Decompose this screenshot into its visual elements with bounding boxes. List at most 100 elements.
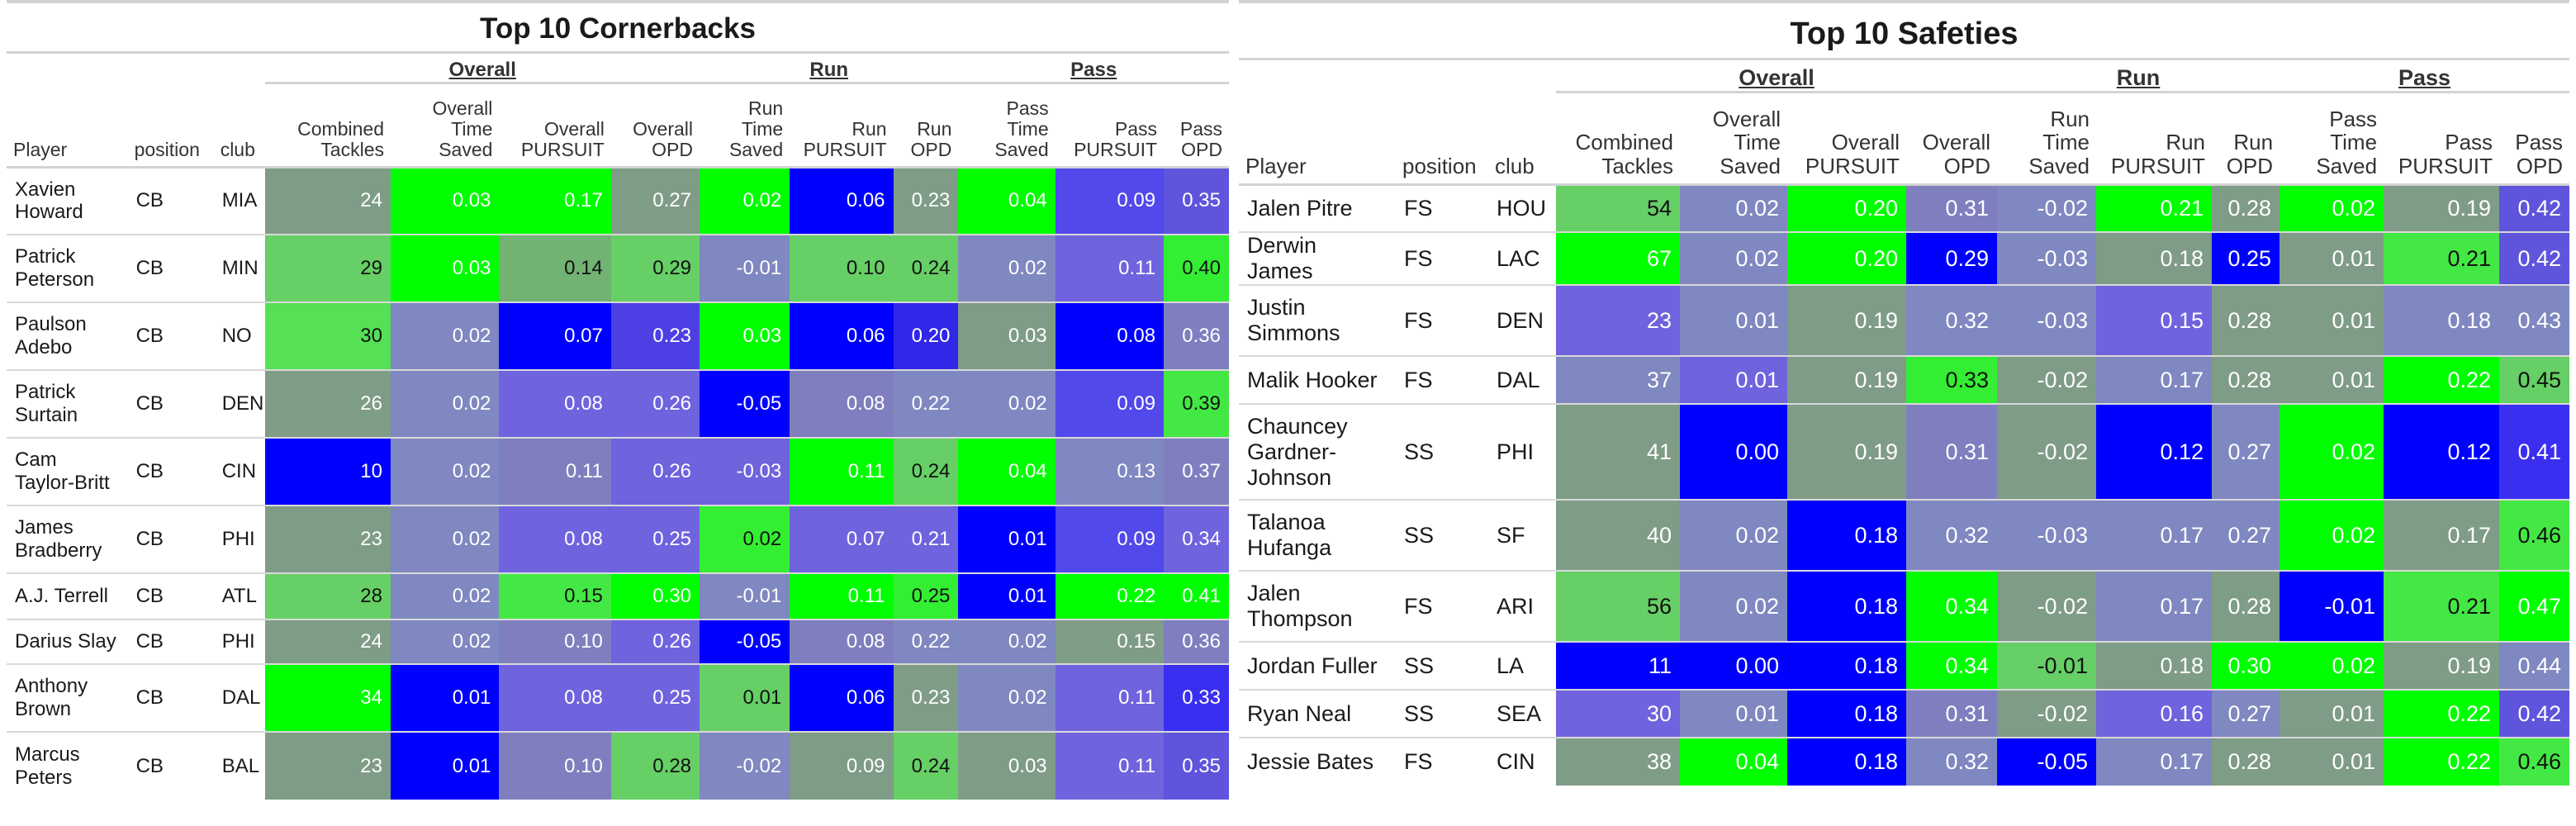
player-cell: James Bradberry bbox=[7, 505, 128, 573]
pass-pursuit-cell: 0.11 bbox=[1055, 663, 1165, 732]
pass-time-saved-cell: 0.03 bbox=[958, 301, 1056, 370]
pass-time-saved-cell: 0.02 bbox=[958, 663, 1056, 732]
run-opd-cell: 0.23 bbox=[893, 663, 959, 732]
run-time-saved-cell: -0.02 bbox=[700, 731, 790, 800]
col-club: club bbox=[1488, 97, 1557, 186]
run-opd-cell: 0.25 bbox=[2212, 230, 2280, 286]
player-cell: Jalen Pitre bbox=[1239, 183, 1396, 232]
run-time-saved-cell: -0.03 bbox=[1997, 230, 2097, 286]
overall-time-saved-cell: 0.02 bbox=[1680, 570, 1788, 643]
table-row: James Bradberry CB PHI 23 0.02 0.08 0.25 0.02 0.… bbox=[7, 505, 1229, 573]
run-opd-cell: 0.28 bbox=[2212, 570, 2280, 643]
table-row: Anthony Brown CB DAL 34 0.01 0.08 0.25 0.01 0.06… bbox=[7, 663, 1229, 732]
club-cell: DEN bbox=[213, 369, 266, 438]
run-pursuit-cell: 0.12 bbox=[2096, 403, 2213, 501]
combined-tackles-cell: 41 bbox=[1556, 403, 1681, 501]
overall-opd-cell: 0.25 bbox=[610, 505, 700, 573]
pass-pursuit-cell: 0.18 bbox=[2384, 284, 2500, 357]
overall-time-saved-cell: 0.01 bbox=[1680, 355, 1788, 405]
player-cell: Justin Simmons bbox=[1239, 284, 1396, 357]
pass-pursuit-cell: 0.22 bbox=[2384, 689, 2500, 738]
pass-pursuit-cell: 0.09 bbox=[1055, 166, 1165, 235]
overall-time-saved-cell: 0.02 bbox=[1680, 183, 1788, 232]
position-cell: SS bbox=[1396, 403, 1488, 501]
overall-pursuit-cell: 0.18 bbox=[1787, 737, 1907, 786]
pass-pursuit-cell: 0.13 bbox=[1055, 437, 1165, 506]
overall-pursuit-cell: 0.19 bbox=[1787, 355, 1907, 405]
position-cell: CB bbox=[127, 572, 214, 620]
player-cell: Derwin James bbox=[1239, 230, 1396, 286]
pass-pursuit-cell: 0.11 bbox=[1055, 234, 1165, 302]
pass-time-saved-cell: 0.02 bbox=[2279, 499, 2384, 572]
table-row: Cam Taylor-Britt CB CIN 10 0.02 0.11 0.26 -0.03… bbox=[7, 437, 1229, 506]
overall-pursuit-cell: 0.17 bbox=[499, 166, 611, 235]
col-overall-pursuit: Overall PURSUIT bbox=[499, 88, 611, 169]
position-cell: CB bbox=[127, 301, 214, 370]
table-row: Ryan Neal SS SEA 30 0.01 0.18 0.31 -0.02 0.16 0.2… bbox=[1239, 689, 2570, 738]
pass-opd-cell: 0.44 bbox=[2499, 641, 2570, 691]
combined-tackles-cell: 54 bbox=[1556, 183, 1681, 232]
overall-time-saved-cell: 0.03 bbox=[391, 234, 500, 302]
position-cell: CB bbox=[127, 437, 214, 506]
col-club: club bbox=[213, 88, 266, 169]
run-time-saved-cell: -0.03 bbox=[1997, 284, 2097, 357]
club-cell: BAL bbox=[213, 731, 266, 800]
run-time-saved-cell: 0.03 bbox=[700, 301, 790, 370]
position-cell: FS bbox=[1396, 355, 1488, 405]
overall-time-saved-cell: 0.02 bbox=[391, 572, 500, 620]
run-time-saved-cell: -0.02 bbox=[1997, 403, 2097, 501]
player-cell: Paulson Adebo bbox=[7, 301, 128, 370]
combined-tackles-cell: 29 bbox=[265, 234, 391, 302]
combined-tackles-cell: 40 bbox=[1556, 499, 1681, 572]
pass-pursuit-cell: 0.22 bbox=[2384, 355, 2500, 405]
col-pass-pursuit: Pass PURSUIT bbox=[2384, 97, 2500, 186]
overall-pursuit-cell: 0.20 bbox=[1787, 183, 1907, 232]
run-time-saved-cell: -0.01 bbox=[1997, 641, 2097, 691]
spanner-row: Overall Run Pass bbox=[7, 51, 1229, 88]
pass-opd-cell: 0.35 bbox=[1164, 731, 1229, 800]
run-opd-cell: 0.24 bbox=[893, 437, 959, 506]
table-row: Paulson Adebo CB NO 30 0.02 0.07 0.23 0.03 0.06 0… bbox=[7, 301, 1229, 370]
overall-time-saved-cell: 0.01 bbox=[391, 663, 500, 732]
run-pursuit-cell: 0.17 bbox=[2096, 737, 2213, 786]
overall-opd-cell: 0.33 bbox=[1906, 355, 1998, 405]
pass-time-saved-cell: 0.02 bbox=[2279, 183, 2384, 232]
club-cell: PHI bbox=[213, 619, 266, 664]
pass-opd-cell: 0.37 bbox=[1164, 437, 1229, 506]
combined-tackles-cell: 24 bbox=[265, 166, 391, 235]
combined-tackles-cell: 10 bbox=[265, 437, 391, 506]
club-cell: SF bbox=[1488, 499, 1557, 572]
overall-time-saved-cell: 0.02 bbox=[1680, 230, 1788, 286]
overall-opd-cell: 0.31 bbox=[1906, 689, 1998, 738]
run-pursuit-cell: 0.11 bbox=[790, 572, 894, 620]
club-cell: MIN bbox=[213, 234, 266, 302]
run-opd-cell: 0.28 bbox=[2212, 284, 2280, 357]
table-row: Jessie Bates FS CIN 38 0.04 0.18 0.32 -0.05 0.17… bbox=[1239, 737, 2570, 786]
run-opd-cell: 0.27 bbox=[2212, 689, 2280, 738]
pass-opd-cell: 0.47 bbox=[2499, 570, 2570, 643]
run-pursuit-cell: 0.09 bbox=[790, 731, 894, 800]
overall-opd-cell: 0.32 bbox=[1906, 499, 1998, 572]
col-overall-opd: Overall OPD bbox=[610, 88, 700, 169]
pass-pursuit-cell: 0.11 bbox=[1055, 731, 1165, 800]
spanner-pass: Pass bbox=[2279, 58, 2570, 97]
table-row: Patrick Surtain CB DEN 26 0.02 0.08 0.26 -0.05 0… bbox=[7, 369, 1229, 438]
run-opd-cell: 0.24 bbox=[893, 234, 959, 302]
col-run-opd: Run OPD bbox=[2212, 97, 2280, 186]
safeties-table: Overall Run Pass Player position club Co… bbox=[1239, 58, 2570, 786]
overall-pursuit-cell: 0.19 bbox=[1787, 284, 1907, 357]
pass-time-saved-cell: 0.04 bbox=[958, 166, 1056, 235]
overall-time-saved-cell: 0.01 bbox=[1680, 284, 1788, 357]
run-time-saved-cell: -0.05 bbox=[1997, 737, 2097, 786]
run-opd-cell: 0.28 bbox=[2212, 183, 2280, 232]
run-opd-cell: 0.28 bbox=[2212, 355, 2280, 405]
pass-pursuit-cell: 0.22 bbox=[1055, 572, 1165, 620]
run-pursuit-cell: 0.16 bbox=[2096, 689, 2213, 738]
spanner-run: Run bbox=[1997, 58, 2280, 97]
overall-pursuit-cell: 0.19 bbox=[1787, 403, 1907, 501]
col-position: position bbox=[127, 88, 214, 169]
pass-opd-cell: 0.36 bbox=[1164, 619, 1229, 664]
pass-pursuit-cell: 0.19 bbox=[2384, 641, 2500, 691]
overall-pursuit-cell: 0.20 bbox=[1787, 230, 1907, 286]
combined-tackles-cell: 38 bbox=[1556, 737, 1681, 786]
